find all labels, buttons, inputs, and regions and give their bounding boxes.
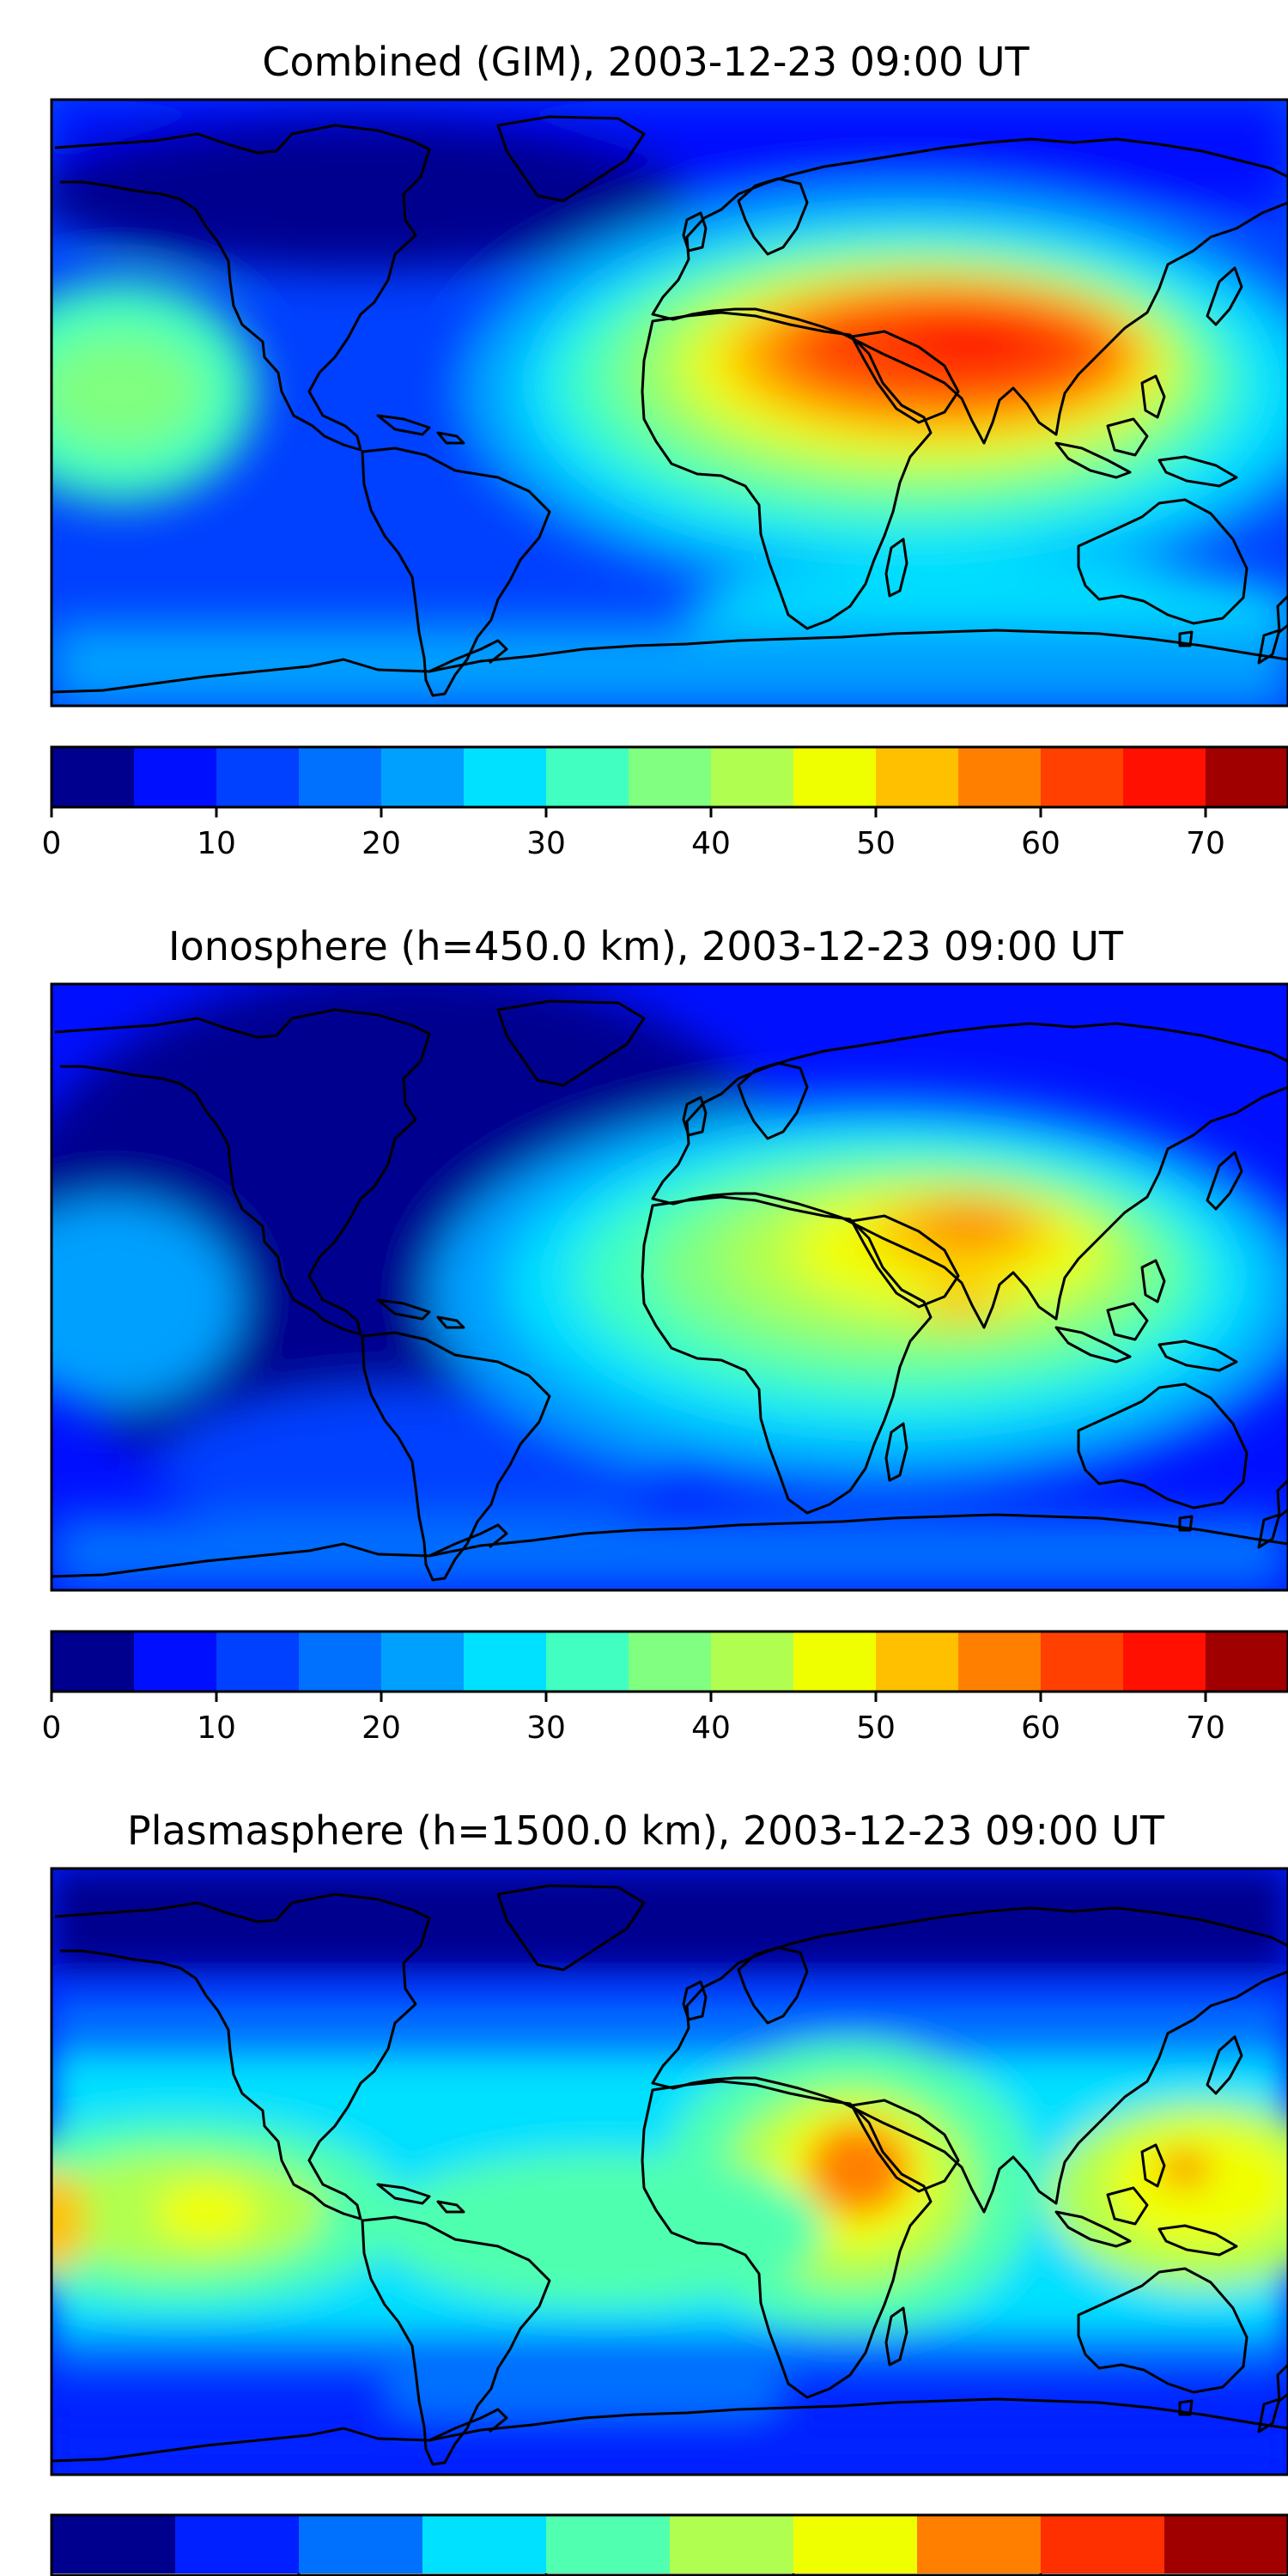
panel-1-colorbar: 0 10 20 30 40 50 60 70 [42,745,1288,861]
colorbar-cell [1123,747,1206,807]
colorbar-cell [216,1631,300,1692]
panel-3-map [50,1867,1288,2476]
colorbar-cell [670,2515,794,2573]
colorbar-cell [175,2515,300,2573]
colorbar-tick-label: 10 [197,1710,236,1746]
colorbar-cell [1041,1631,1124,1692]
colorbar-tick-label: 60 [1021,1710,1060,1746]
colorbar-cell [917,2515,1042,2573]
colorbar-tick-label: 0 [42,1710,62,1746]
colorbar-tick-label: 50 [856,826,896,861]
colorbar-cell [1206,1631,1288,1692]
panel-1-frame [50,98,1288,708]
colorbar-tick-label: 20 [361,1710,401,1746]
panel-2-frame [50,982,1288,1592]
colorbar-cell [958,1631,1042,1692]
colorbar-cell [629,1631,712,1692]
panel-2-colorbar: 0 10 20 30 40 50 60 70 [42,1630,1288,1746]
colorbar-cell [216,747,300,807]
colorbar-cell [793,1631,877,1692]
panel-3-title: Plasmasphere (h=1500.0 km), 2003-12-23 0… [127,1807,1165,1854]
colorbar-tick-label: 30 [526,1710,566,1746]
colorbar-cell [546,1631,629,1692]
colorbar-cell [1164,2515,1288,2573]
colorbar-tick-label: 70 [1186,1710,1225,1746]
colorbar-cell [1206,747,1288,807]
colorbar-tick-label: 20 [361,826,401,861]
colorbar-cell [381,1631,465,1692]
colorbar-tick-label: 10 [197,826,236,861]
colorbar-cell [422,2515,547,2573]
panel-2-map [50,982,1288,1592]
colorbar-cell [546,2515,671,2573]
colorbar-tick-label: 60 [1021,826,1060,861]
colorbar-cell [381,747,465,807]
colorbar-cell [299,747,382,807]
panel-3-frame [50,1867,1288,2476]
colorbar-cell [464,747,547,807]
colorbar-cell [958,747,1042,807]
panel-3-colorbar [50,2513,1288,2576]
panel-2-title: Ionosphere (h=450.0 km), 2003-12-23 09:0… [168,923,1124,969]
colorbar-cell [299,2515,423,2573]
panel-1-title: Combined (GIM), 2003-12-23 09:00 UT [262,39,1030,85]
colorbar-cell [546,747,629,807]
colorbar-cell [793,2515,918,2573]
colorbar-cell [629,747,712,807]
colorbar-cell [876,1631,959,1692]
colorbar-cell [52,747,135,807]
colorbar-tick-label: 40 [691,826,731,861]
colorbar-cell [134,747,217,807]
colorbar-tick-label: 50 [856,1710,896,1746]
colorbar-cell [464,1631,547,1692]
colorbar-cell [52,2515,176,2573]
colorbar-tick-label: 40 [691,1710,731,1746]
colorbar-cell [1123,1631,1206,1692]
colorbar-tick-label: 70 [1186,826,1225,861]
panel-1-map [50,98,1288,708]
colorbar-cell [711,747,794,807]
colorbar-cell [1041,2515,1165,2573]
colorbar-cell [793,747,877,807]
colorbar-cell [1041,747,1124,807]
colorbar-cell [876,747,959,807]
colorbar-cell [52,1631,135,1692]
colorbar-tick-label: 0 [42,826,62,861]
colorbar-cell [134,1631,217,1692]
colorbar-tick-label: 30 [526,826,566,861]
colorbar-cell [711,1631,794,1692]
colorbar-cell [299,1631,382,1692]
